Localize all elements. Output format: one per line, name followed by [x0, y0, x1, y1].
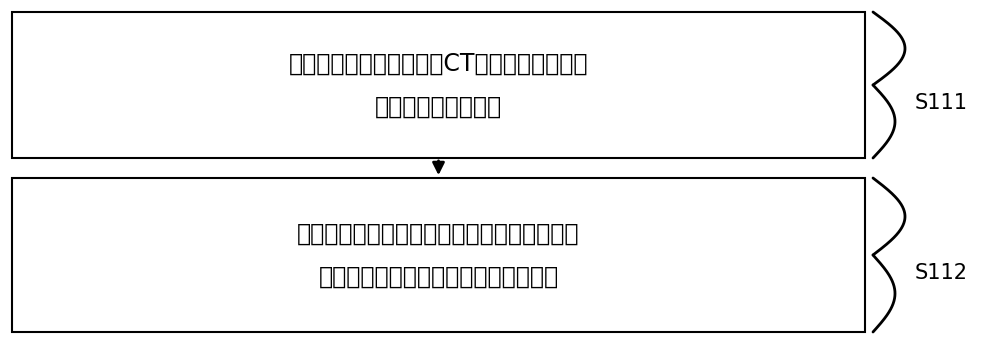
Bar [12, 12, 865, 158]
Text: S112: S112 [915, 264, 968, 284]
Text: 对骨骼组织进行三维螺旋CT扫描，以获取骨骼
组织的三维医学影像: 对骨骼组织进行三维螺旋CT扫描，以获取骨骼 组织的三维医学影像 [289, 51, 588, 119]
Text: 对骨骼组织的三维医学影像的灰度阀値进行调
整，以确定皮质骨和松质骨的轮廓边界: 对骨骼组织的三维医学影像的灰度阀値进行调 整，以确定皮质骨和松质骨的轮廓边界 [297, 221, 580, 289]
Bar [12, 178, 865, 332]
Text: S111: S111 [915, 92, 968, 113]
